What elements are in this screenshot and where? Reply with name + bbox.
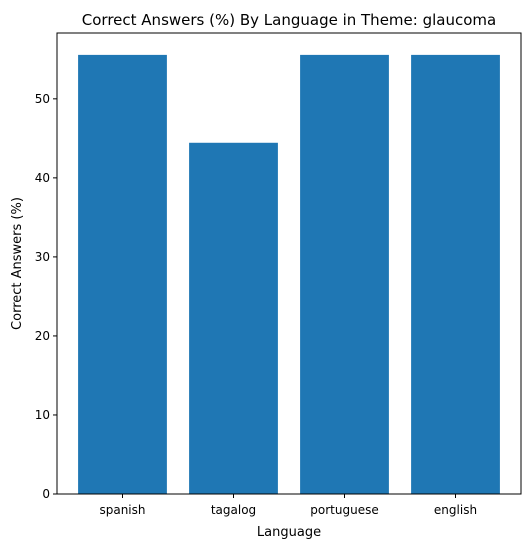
x-tick-label-english: english xyxy=(434,503,477,517)
plot-frame xyxy=(56,32,522,495)
x-axis-label: Language xyxy=(257,525,321,540)
y-tick-label-40: 40 xyxy=(35,171,50,185)
y-tick-label-30: 30 xyxy=(35,250,50,264)
bars-group xyxy=(78,54,500,495)
y-tick-label-50: 50 xyxy=(35,92,50,106)
y-tick-label-0: 0 xyxy=(42,487,50,501)
chart-title: Correct Answers (%) By Language in Theme… xyxy=(82,11,496,29)
bar-spanish xyxy=(78,54,167,495)
bar-portuguese xyxy=(300,54,389,495)
y-axis-label: Correct Answers (%) xyxy=(10,197,25,330)
x-tick-label-portuguese: portuguese xyxy=(310,503,378,517)
bar-english xyxy=(411,54,500,495)
y-axis: 0 10 20 30 40 50 xyxy=(35,92,57,501)
x-tick-label-spanish: spanish xyxy=(99,503,145,517)
bar-tagalog xyxy=(189,142,278,494)
x-tick-label-tagalog: tagalog xyxy=(211,503,256,517)
y-tick-label-10: 10 xyxy=(35,408,50,422)
y-tick-label-20: 20 xyxy=(35,329,50,343)
x-axis: spanish tagalog portuguese english xyxy=(99,494,477,517)
